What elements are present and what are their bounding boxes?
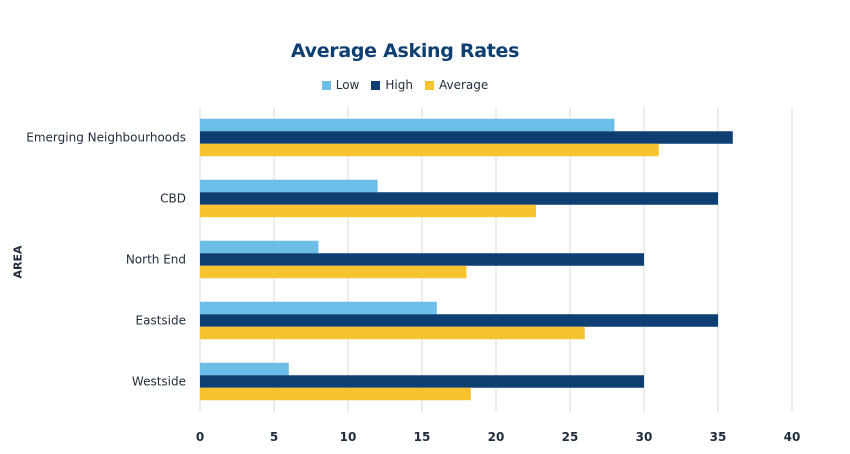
bar-low-1 bbox=[200, 179, 378, 193]
x-tick-label: 40 bbox=[784, 430, 801, 444]
legend-label-high: High bbox=[385, 78, 413, 92]
x-tick-label: 35 bbox=[710, 430, 727, 444]
legend: Low High Average bbox=[0, 78, 810, 92]
bar-average-4 bbox=[200, 387, 471, 401]
legend-label-average: Average bbox=[438, 78, 489, 92]
bar-average-2 bbox=[200, 265, 467, 279]
category-label: CBD bbox=[160, 192, 186, 206]
legend-swatch-high bbox=[371, 80, 381, 90]
category-label: North End bbox=[126, 253, 186, 267]
legend-item-average: Average bbox=[424, 78, 489, 92]
bar-average-3 bbox=[200, 326, 585, 340]
x-tick-label: 5 bbox=[270, 430, 278, 444]
legend-swatch-low bbox=[321, 80, 331, 90]
bar-low-3 bbox=[200, 301, 437, 315]
category-label: Westside bbox=[132, 375, 186, 389]
bar-average-1 bbox=[200, 204, 536, 218]
legend-swatch-average bbox=[424, 80, 434, 90]
chart-title: Average Asking Rates bbox=[290, 40, 520, 62]
bar-low-2 bbox=[200, 240, 319, 254]
bar-high-2 bbox=[200, 253, 644, 266]
category-label: Eastside bbox=[136, 314, 186, 328]
bar-high-4 bbox=[200, 375, 644, 388]
bar-low-4 bbox=[200, 362, 289, 376]
x-tick-label: 30 bbox=[636, 430, 653, 444]
legend-item-low: Low bbox=[321, 78, 360, 92]
bar-high-3 bbox=[200, 314, 718, 327]
bar-high-0 bbox=[200, 131, 733, 144]
x-tick-label: 15 bbox=[414, 430, 431, 444]
x-tick-label: 10 bbox=[340, 430, 357, 444]
x-tick-label: 0 bbox=[196, 430, 204, 444]
x-tick-label: 20 bbox=[488, 430, 505, 444]
bar-high-1 bbox=[200, 192, 718, 205]
legend-label-low: Low bbox=[335, 78, 360, 92]
x-tick-label: 25 bbox=[562, 430, 579, 444]
bar-low-0 bbox=[200, 118, 615, 132]
legend-item-high: High bbox=[371, 78, 413, 92]
bar-average-0 bbox=[200, 143, 659, 157]
category-label: Emerging Neighbourhoods bbox=[26, 131, 186, 145]
